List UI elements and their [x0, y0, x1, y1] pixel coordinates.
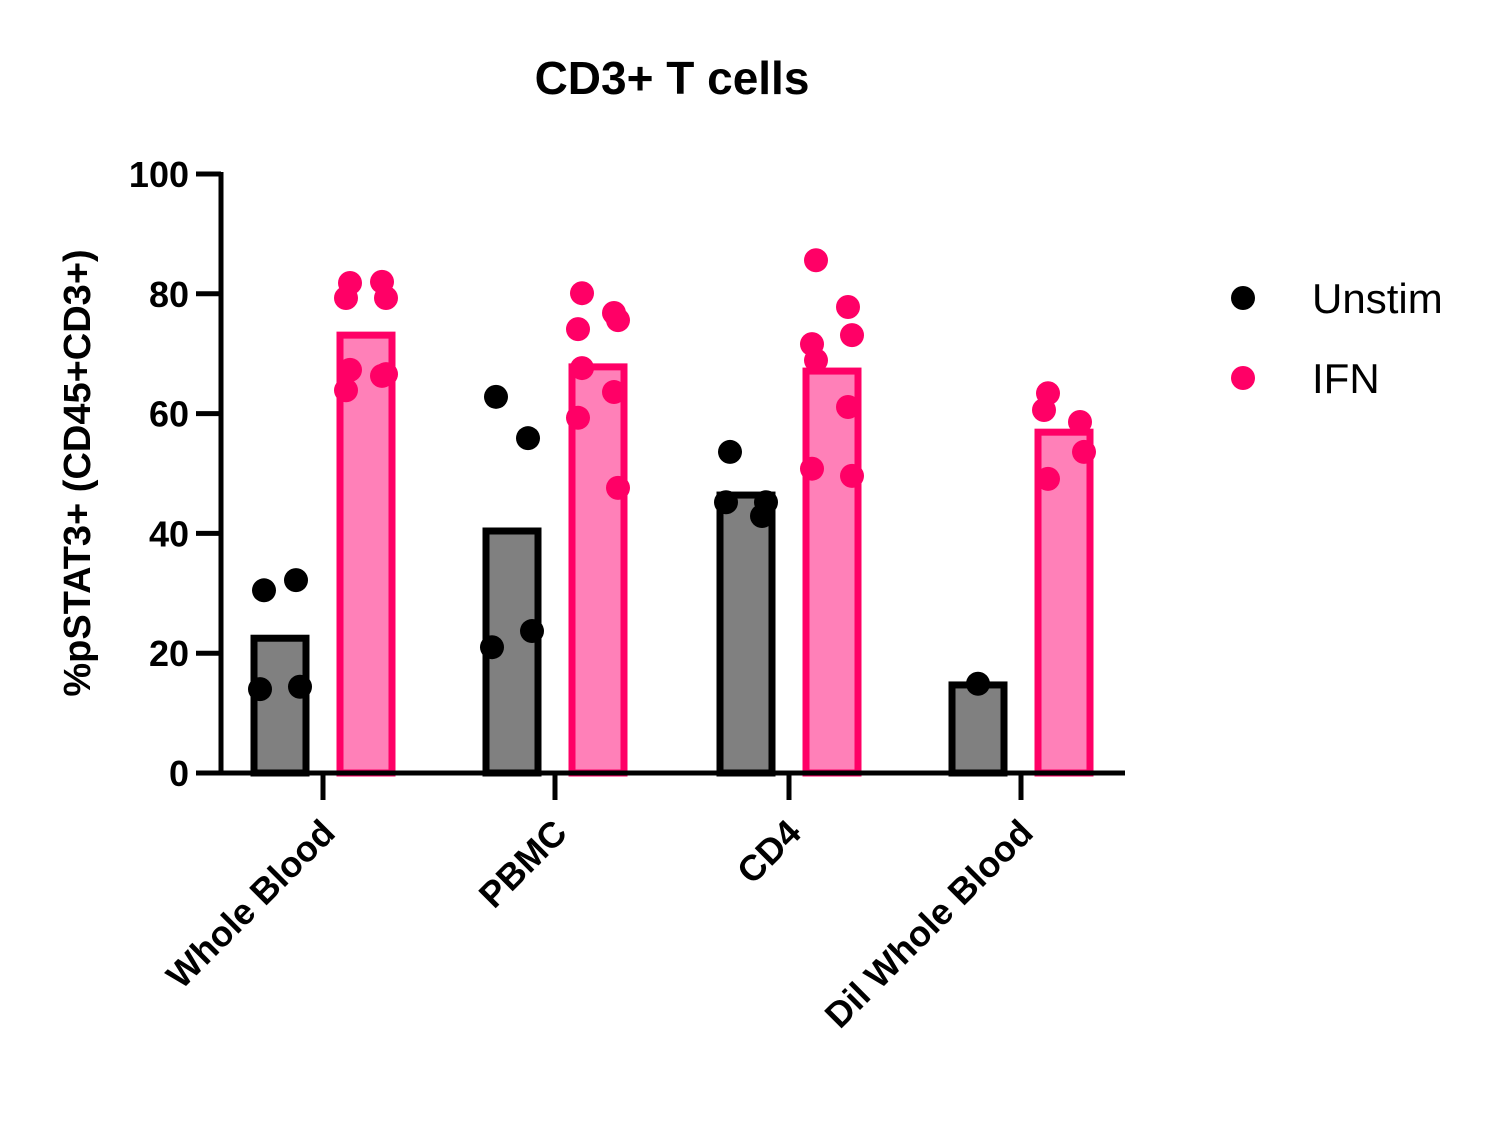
bar [948, 681, 1008, 777]
y-tick-label: 40 [149, 513, 189, 554]
data-point [484, 384, 508, 409]
chart-title: CD3+ T cells [535, 52, 810, 104]
data-point [374, 285, 398, 310]
data-point [566, 405, 590, 430]
data-point [804, 248, 828, 273]
legend-label: IFN [1312, 355, 1380, 402]
data-point [840, 463, 864, 488]
legend-marker [1231, 366, 1255, 390]
data-point [480, 635, 504, 660]
x-tick-label: CD4 [729, 812, 809, 892]
x-tick-label: PBMC [471, 812, 575, 916]
legend-marker [1231, 286, 1255, 310]
bar [802, 367, 862, 777]
y-tick-label: 20 [149, 633, 189, 674]
data-point [800, 456, 824, 481]
data-point [570, 356, 594, 381]
data-point [338, 357, 362, 382]
data-point [520, 619, 544, 644]
x-tick-label: Whole Blood [158, 812, 343, 997]
bar [716, 491, 776, 777]
data-point [248, 677, 272, 702]
y-axis-label: %pSTAT3+ (CD45+CD3+) [57, 249, 99, 696]
data-point [284, 568, 308, 593]
data-point [570, 281, 594, 306]
legend-label: Unstim [1312, 275, 1443, 322]
y-tick-label: 100 [129, 154, 189, 195]
data-point [840, 323, 864, 348]
data-point [566, 317, 590, 342]
bar [568, 363, 628, 777]
data-point [966, 671, 990, 696]
data-point [836, 294, 860, 319]
data-point [334, 285, 358, 310]
data-point [1036, 466, 1060, 491]
data-point [754, 490, 778, 515]
data-point [334, 378, 358, 403]
data-point [804, 348, 828, 373]
data-point [516, 426, 540, 451]
data-point [836, 395, 860, 420]
data-point [252, 578, 276, 603]
data-point [288, 674, 312, 699]
y-tick-label: 0 [169, 753, 189, 794]
data-point [1068, 409, 1092, 434]
bar [250, 634, 310, 777]
data-point [606, 308, 630, 333]
data-point [602, 380, 626, 405]
data-point [1032, 398, 1056, 423]
y-tick-label: 60 [149, 394, 189, 435]
x-tick-label: Dil Whole Blood [817, 812, 1041, 1036]
data-point [714, 490, 738, 515]
data-point [1072, 439, 1096, 464]
data-point [374, 362, 398, 387]
data-point [606, 475, 630, 500]
y-tick-label: 80 [149, 274, 189, 315]
data-point [718, 439, 742, 464]
